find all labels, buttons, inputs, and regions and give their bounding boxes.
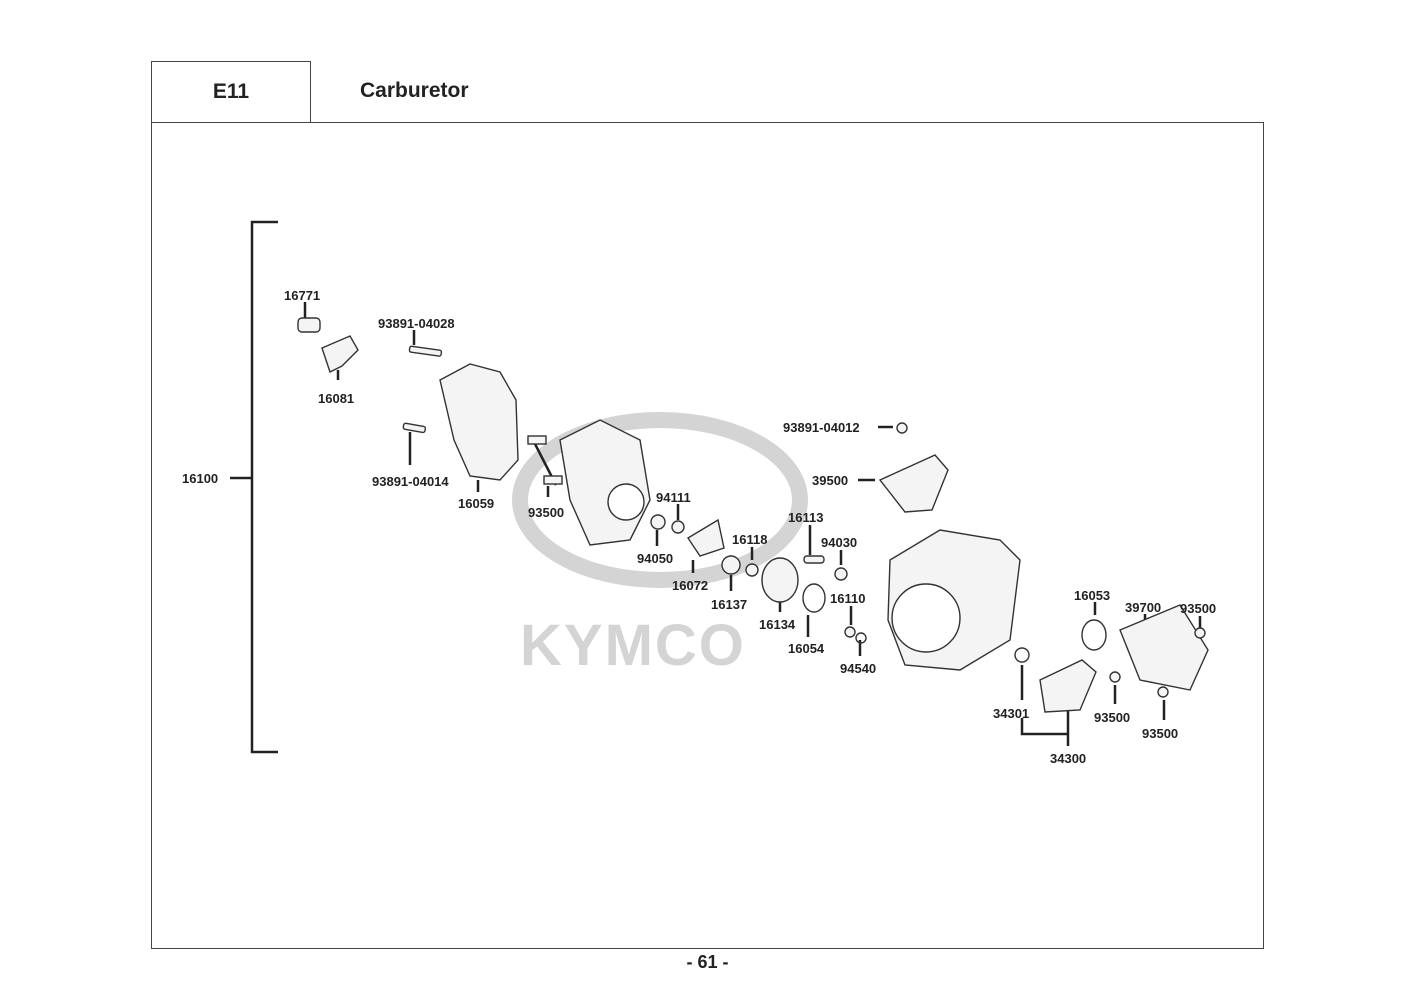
part-label: 93500 <box>528 505 565 520</box>
kymco-logo-watermark <box>512 412 808 588</box>
part-label: 93891-04014 <box>372 474 449 489</box>
part-label: 16113 <box>788 510 824 525</box>
section-code-text: E11 <box>212 80 250 103</box>
part-16081 <box>321 335 359 373</box>
part-label: 16053 <box>1074 588 1111 603</box>
part-16771 <box>297 317 321 333</box>
part-label: 39700 <box>1125 600 1162 615</box>
part-label: 93500 <box>1142 726 1179 741</box>
part-label: 34300 <box>1050 751 1087 766</box>
part-label: 94050 <box>637 551 674 566</box>
valve-39700 <box>1119 604 1209 691</box>
part-16072 <box>687 518 725 557</box>
part-label: 16072 <box>672 578 709 593</box>
sensor-34300 <box>1039 659 1097 713</box>
sensor-39500 <box>878 454 949 513</box>
part-label: 16137 <box>711 597 748 612</box>
part-label: 16118 <box>732 532 768 547</box>
part-label: 16100 <box>182 471 219 486</box>
oring-16053 <box>1081 619 1107 651</box>
part-label: 93500 <box>1094 710 1131 725</box>
part-label: 94540 <box>840 661 877 676</box>
part-16059 <box>439 363 519 481</box>
part-cover <box>559 419 651 546</box>
part-label: 94111 <box>656 490 691 505</box>
page-title: Carburetor <box>360 79 469 102</box>
screw-93500-b <box>543 475 563 485</box>
part-label: 16134 <box>759 617 796 632</box>
section-code: E11 <box>151 61 311 122</box>
part-label: 39500 <box>812 473 849 488</box>
spring-16134 <box>761 557 799 603</box>
part-label: 34301 <box>993 706 1030 721</box>
part-label: 93891-04028 <box>378 316 455 331</box>
screw-93891-04028 <box>408 345 443 357</box>
part-label: 16110 <box>830 591 866 606</box>
diagram-frame <box>151 122 1264 949</box>
part-label: 93500 <box>1180 601 1217 616</box>
screw-93891-04014 <box>402 422 427 434</box>
part-label: 16054 <box>788 641 825 656</box>
oring-16054 <box>802 583 826 613</box>
screw-93500-a <box>527 435 547 445</box>
parts-drawings <box>297 317 1209 713</box>
part-label: 16771 <box>284 288 321 303</box>
kymco-watermark: KYMCO <box>520 613 746 678</box>
part-label: 93891-04012 <box>783 420 860 435</box>
page-number: - 61 - <box>686 952 729 972</box>
part-label: 16059 <box>458 496 495 511</box>
pin-16113 <box>803 555 825 564</box>
bracket-16100 <box>250 220 278 754</box>
part-label: 16081 <box>318 391 355 406</box>
part-label: 94030 <box>821 535 858 550</box>
